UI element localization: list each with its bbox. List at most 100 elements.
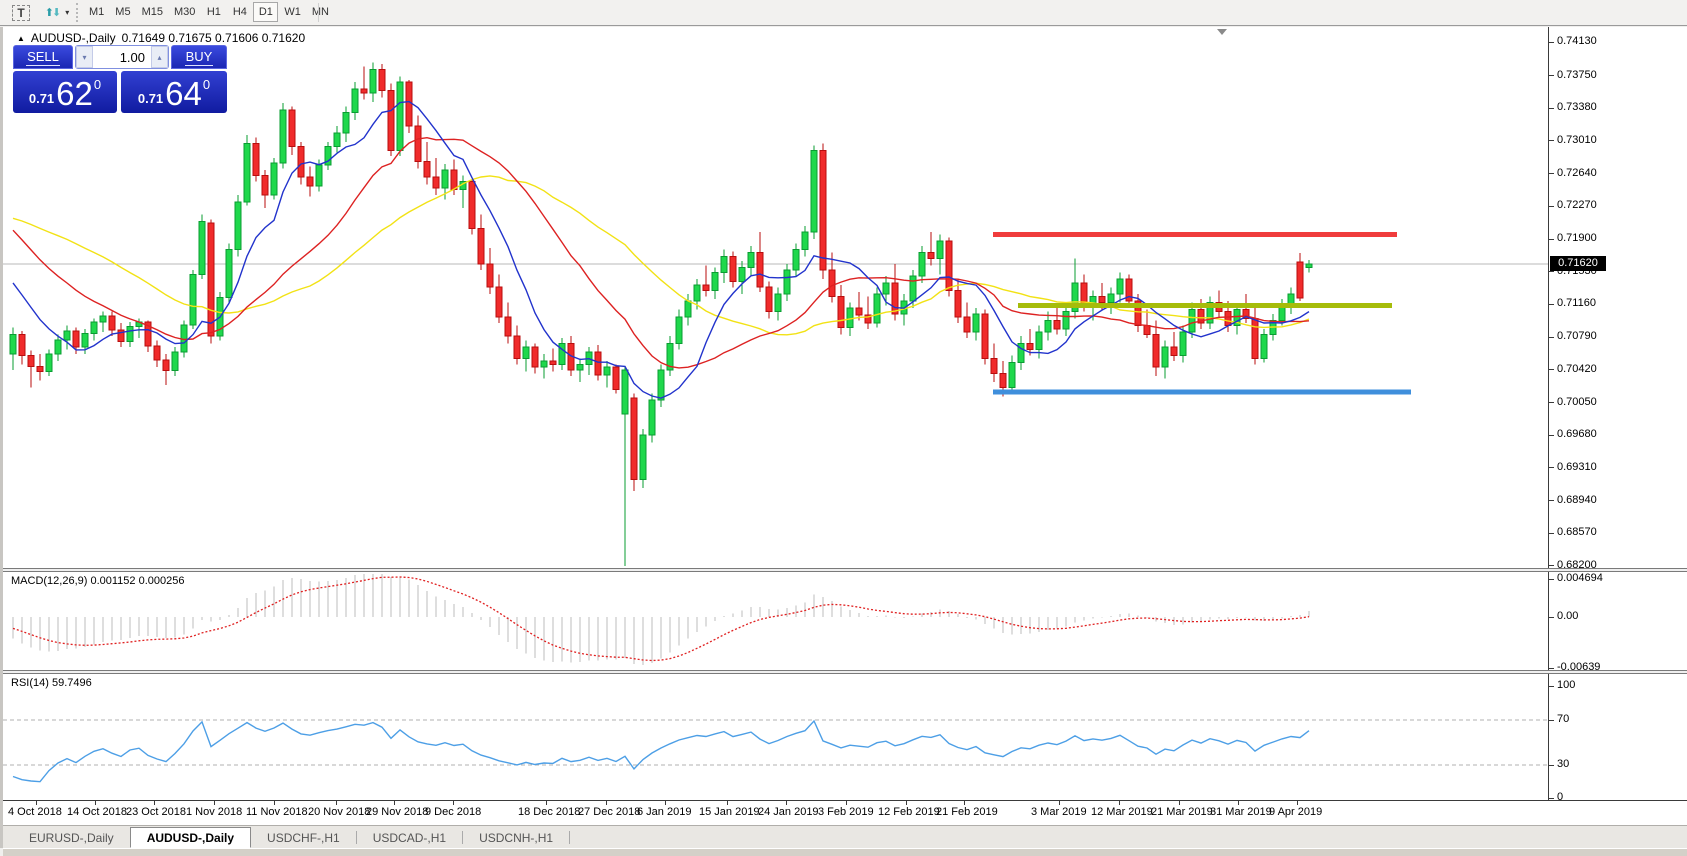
- chart-title-symbol: AUDUSD-,Daily: [30, 31, 116, 45]
- date-label: 21 Mar 2019: [1151, 806, 1213, 818]
- rsi-axis-tick: [1549, 720, 1554, 721]
- timeframe-button-m30[interactable]: M30: [173, 6, 196, 18]
- arrows-tool-button[interactable]: ⬆︎ ⬇︎ ▾: [40, 2, 74, 23]
- price-axis-tick: [1549, 140, 1554, 142]
- chart-tab-usdchf-h1[interactable]: USDCHF-,H1: [267, 830, 340, 845]
- rsi-label: RSI(14) 59.7496: [11, 677, 92, 689]
- plot-area: ▲ AUDUSD-,Daily 0.71649 0.71675 0.71606 …: [3, 27, 1548, 800]
- sell-price-sup: 0: [93, 77, 102, 92]
- date-axis-tick: [964, 801, 965, 805]
- date-axis-tick: [95, 801, 96, 805]
- symbol-marker-icon: ▲: [17, 33, 25, 43]
- text-tool-icon: T: [12, 4, 30, 21]
- date-axis-tick: [274, 801, 275, 805]
- price-axis-tick: [1549, 467, 1554, 469]
- timeframe-button-mn[interactable]: MN: [311, 6, 329, 18]
- panel-separator[interactable]: [3, 568, 1687, 572]
- sell-button-label: SELL: [26, 48, 60, 66]
- date-axis-tick: [336, 801, 337, 805]
- volume-increase-button[interactable]: ▴: [151, 46, 168, 68]
- date-label: 1 Nov 2018: [186, 806, 243, 818]
- price-axis-tick: [1549, 75, 1554, 77]
- buy-button-label: BUY: [184, 48, 214, 66]
- price-axis-tick: [1549, 565, 1554, 567]
- volume-input[interactable]: [93, 46, 151, 68]
- date-axis-tick: [1119, 801, 1120, 805]
- buy-price-tile[interactable]: 0.71 64 0: [121, 71, 227, 113]
- sell-price-tile[interactable]: 0.71 62 0: [13, 71, 117, 113]
- price-axis-tick: [1549, 205, 1554, 207]
- date-axis-tick: [453, 801, 454, 805]
- timeframe-bar: M1 M5 M15 M30 H1 H4 D1 W1 MN: [84, 2, 335, 24]
- one-click-trading-panel: SELL ▾ ▴ BUY 0.71 62 0 0.71 64: [13, 45, 227, 113]
- timeframe-button-m15[interactable]: M15: [141, 6, 163, 18]
- price-axis-tick: [1549, 271, 1554, 273]
- date-axis-tick: [606, 801, 607, 805]
- price-chart-canvas[interactable]: [3, 28, 1548, 568]
- date-label: 24 Jan 2019: [758, 806, 819, 818]
- price-axis-label: 0.72270: [1557, 199, 1597, 212]
- buy-button[interactable]: BUY: [171, 45, 227, 69]
- date-label: 21 Feb 2019: [936, 806, 998, 818]
- chart-tab-bar: EURUSD-,Daily AUDUSD-,Daily USDCHF-,H1 USDC…: [3, 825, 1687, 848]
- date-label: 15 Jan 2019: [699, 806, 760, 818]
- date-label: 12 Mar 2019: [1091, 806, 1153, 818]
- macd-axis-tick: [1549, 617, 1554, 618]
- panel-separator[interactable]: [3, 670, 1687, 674]
- date-axis-tick: [214, 801, 215, 805]
- date-axis-tick: [394, 801, 395, 805]
- macd-axis-tick: [1549, 668, 1554, 669]
- chart-shift-icon[interactable]: [1217, 29, 1227, 35]
- timeframe-button-m5[interactable]: M5: [115, 6, 131, 18]
- tab-separator: [462, 831, 464, 844]
- price-axis-tick: [1549, 107, 1554, 109]
- price-axis-tick: [1549, 532, 1554, 534]
- rsi-indicator-canvas[interactable]: [3, 674, 1548, 800]
- price-axis-label: 0.68200: [1557, 558, 1597, 571]
- date-label: 31 Mar 2019: [1210, 806, 1272, 818]
- price-axis-tick: [1549, 434, 1554, 436]
- timeframe-button-d1[interactable]: D1: [253, 2, 279, 22]
- date-label: 3 Mar 2019: [1031, 806, 1087, 818]
- price-axis[interactable]: 0.71620 0.74130 0.73750 0.73380 0.73010 0.72…: [1549, 27, 1687, 803]
- price-axis-label: 0.73750: [1557, 68, 1597, 81]
- timeframe-button-h1[interactable]: H1: [206, 6, 221, 18]
- sell-button[interactable]: SELL: [13, 45, 73, 69]
- sell-price-big: 62: [56, 75, 93, 112]
- chart-title: ▲ AUDUSD-,Daily 0.71649 0.71675 0.71606 …: [17, 31, 305, 45]
- buy-price-sup: 0: [202, 77, 211, 92]
- date-label: 18 Dec 2018: [518, 806, 581, 818]
- price-axis-tick: [1549, 238, 1554, 240]
- chart-tab-audusd-daily[interactable]: AUDUSD-,Daily: [129, 827, 252, 848]
- date-axis-tick: [906, 801, 907, 805]
- text-label-tool-button[interactable]: T: [8, 2, 34, 23]
- price-axis-tick: [1549, 402, 1554, 403]
- macd-axis-label: 0.00: [1557, 610, 1579, 622]
- toolbar-grip[interactable]: [76, 3, 81, 22]
- toolbar-separator: [318, 3, 319, 22]
- status-bar: [3, 848, 1687, 856]
- date-label: 3 Feb 2019: [818, 806, 874, 818]
- chart-tab-eurusd-daily[interactable]: EURUSD-,Daily: [29, 830, 114, 845]
- timeframe-button-h4[interactable]: H4: [232, 6, 247, 18]
- date-label: 6 Jan 2019: [637, 806, 692, 818]
- volume-decrease-button[interactable]: ▾: [76, 46, 93, 68]
- chart-tab-usdcnh-h1[interactable]: USDCNH-,H1: [479, 830, 554, 845]
- timeframe-button-m1[interactable]: M1: [89, 6, 105, 18]
- rsi-axis-tick: [1549, 798, 1554, 799]
- price-axis-tick: [1549, 303, 1554, 305]
- date-axis-tick: [36, 801, 37, 805]
- current-price-box: 0.71620: [1550, 255, 1606, 271]
- date-axis-tick: [1297, 801, 1298, 805]
- timeframe-button-w1[interactable]: W1: [284, 6, 301, 18]
- rsi-axis-label: 30: [1557, 758, 1570, 770]
- price-axis-label: 0.69310: [1557, 460, 1597, 473]
- macd-indicator-canvas[interactable]: [3, 572, 1548, 670]
- date-axis-tick: [846, 801, 847, 805]
- price-axis-label: 0.73380: [1557, 101, 1597, 114]
- date-label: 9 Apr 2019: [1269, 806, 1323, 818]
- date-axis[interactable]: 4 Oct 2018 14 Oct 2018 23 Oct 2018 1 Nov 20…: [3, 800, 1687, 824]
- chart-tab-usdcad-h1[interactable]: USDCAD-,H1: [372, 830, 447, 845]
- price-axis-border: [1548, 27, 1549, 800]
